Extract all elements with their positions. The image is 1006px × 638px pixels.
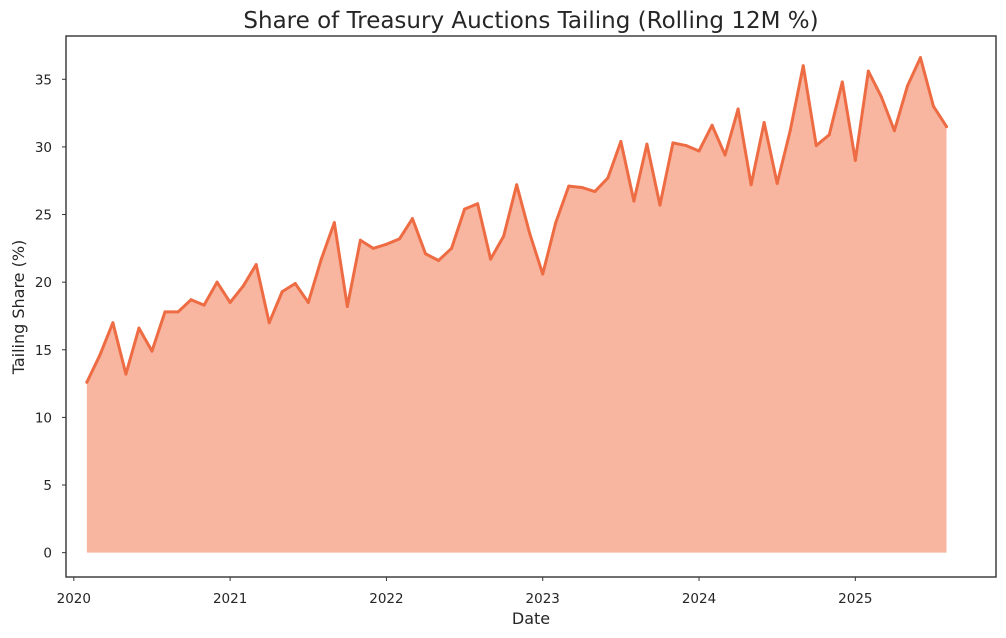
data-point-2025-02 — [879, 95, 883, 99]
data-point-2024-10 — [827, 133, 831, 137]
data-point-2024-02 — [723, 153, 727, 157]
y-tick-label-25: 25 — [35, 208, 52, 224]
data-point-2023-04 — [593, 190, 597, 194]
data-point-2023-01 — [554, 221, 558, 225]
data-point-2022-02 — [410, 217, 414, 221]
y-tick-label-0: 0 — [43, 546, 52, 562]
data-point-2025-05 — [918, 56, 922, 60]
y-axis-ticks: 0 5 10 15 20 25 30 35 — [35, 72, 66, 562]
data-point-2023-06 — [619, 139, 623, 143]
y-tick-label-15: 15 — [35, 343, 52, 359]
data-point-2020-12 — [228, 300, 232, 304]
data-point-2025-04 — [905, 84, 909, 88]
x-tick-label-2024: 2024 — [682, 591, 716, 607]
data-point-2020-06 — [150, 349, 154, 353]
data-point-2022-05 — [450, 246, 454, 250]
data-point-2024-09 — [814, 144, 818, 148]
data-point-2024-11 — [840, 80, 844, 84]
data-point-2024-05 — [762, 121, 766, 125]
data-point-2020-04 — [124, 372, 128, 376]
data-point-2024-04 — [749, 183, 753, 187]
data-point-2022-10 — [515, 183, 519, 187]
y-tick-label-20: 20 — [35, 275, 52, 291]
x-tick-label-2021: 2021 — [213, 591, 247, 607]
x-axis-ticks: 2020 2021 2022 2023 2024 2025 — [57, 577, 873, 607]
chart-title: Share of Treasury Auctions Tailing (Roll… — [243, 8, 818, 34]
data-point-2023-08 — [645, 142, 649, 146]
data-point-2022-04 — [437, 259, 441, 263]
x-axis-label: Date — [512, 609, 550, 628]
data-point-2021-05 — [293, 282, 297, 286]
data-point-2023-10 — [671, 141, 675, 145]
data-points — [85, 56, 949, 384]
data-point-2021-03 — [267, 321, 271, 325]
y-tick-label-35: 35 — [35, 72, 52, 88]
data-point-2022-09 — [502, 234, 506, 238]
data-point-2021-12 — [384, 242, 388, 246]
x-tick-label-2022: 2022 — [369, 591, 403, 607]
data-point-2023-11 — [684, 144, 688, 148]
data-point-2021-06 — [306, 300, 310, 304]
data-point-2023-09 — [658, 203, 662, 207]
data-point-2020-09 — [189, 298, 193, 302]
data-point-2020-07 — [163, 310, 167, 314]
plot-area — [65, 35, 997, 578]
y-axis-label: Tailing Share (%) — [9, 240, 28, 376]
data-point-2024-08 — [801, 64, 805, 68]
x-tick-label-2023: 2023 — [526, 591, 560, 607]
data-point-2023-05 — [606, 176, 610, 180]
data-point-2021-02 — [254, 263, 258, 267]
data-point-2023-12 — [697, 149, 701, 153]
data-point-2020-03 — [111, 321, 115, 325]
x-tick-label-2020: 2020 — [57, 591, 91, 607]
data-point-2022-08 — [489, 257, 493, 261]
data-point-2022-11 — [528, 231, 532, 235]
data-point-2020-02 — [98, 353, 102, 357]
data-point-2025-07 — [945, 125, 949, 129]
data-point-2020-11 — [215, 280, 219, 284]
data-point-2022-07 — [476, 202, 480, 206]
data-point-2023-03 — [580, 185, 584, 189]
x-tick-label-2025: 2025 — [838, 591, 872, 607]
data-point-2021-07 — [319, 257, 323, 261]
data-point-2024-01 — [710, 123, 714, 127]
y-tick-label-30: 30 — [35, 140, 52, 156]
data-point-2020-05 — [137, 326, 141, 330]
y-tick-label-10: 10 — [35, 410, 52, 426]
data-point-2025-06 — [931, 104, 935, 108]
data-point-2023-02 — [567, 184, 571, 188]
data-point-2025-03 — [892, 129, 896, 133]
data-point-2024-03 — [736, 107, 740, 111]
data-point-2021-10 — [358, 238, 362, 242]
data-point-2022-03 — [423, 252, 427, 256]
data-point-2025-01 — [866, 69, 870, 73]
y-tick-label-5: 5 — [43, 478, 52, 494]
data-point-2021-11 — [371, 246, 375, 250]
data-point-2020-10 — [202, 303, 206, 307]
data-point-2021-09 — [345, 305, 349, 308]
data-point-2022-12 — [541, 272, 545, 276]
data-point-2021-01 — [241, 284, 245, 288]
data-point-2024-07 — [788, 129, 792, 133]
data-point-2024-06 — [775, 181, 779, 185]
data-point-2021-08 — [332, 221, 336, 225]
data-point-2023-07 — [632, 199, 636, 203]
data-point-2022-06 — [463, 207, 467, 211]
data-point-2024-12 — [853, 158, 857, 162]
data-point-2020-01 — [85, 380, 89, 384]
data-point-2022-01 — [397, 237, 401, 241]
data-point-2021-04 — [280, 290, 284, 294]
series-area-fill — [86, 57, 947, 553]
data-point-2020-08 — [176, 310, 180, 314]
